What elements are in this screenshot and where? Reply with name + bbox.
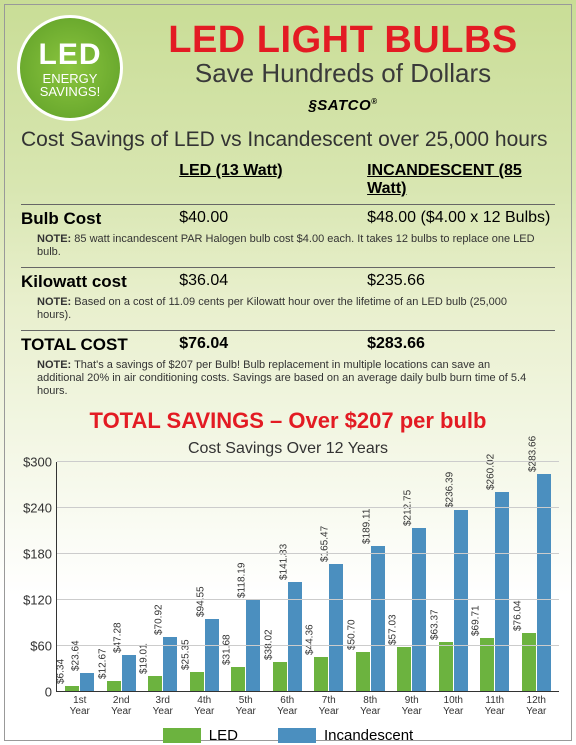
- x-label: 8thYear: [350, 692, 392, 717]
- bar-group: $63.37$236.39: [433, 510, 475, 691]
- bar-group: $12.67$47.28: [101, 655, 143, 691]
- x-label: 10thYear: [433, 692, 475, 717]
- col-header-led: LED (13 Watt): [179, 162, 367, 198]
- bar-chart: 0$60$120$180$240$300 $6.34$23.64$12.67$4…: [17, 462, 559, 692]
- chart-title: Cost Savings Over 12 Years: [17, 440, 559, 458]
- table-row: Bulb Cost$40.00$48.00 ($4.00 x 12 Bulbs): [21, 204, 555, 231]
- x-label: 9thYear: [391, 692, 433, 717]
- x-label: 6thYear: [267, 692, 309, 717]
- bar-group: $50.70$189.11: [350, 546, 392, 691]
- page-title: LED LIGHT BULBS: [115, 19, 571, 62]
- total-savings: TOTAL SAVINGS – Over $207 per bulb: [5, 408, 571, 434]
- x-label: 2ndYear: [101, 692, 143, 717]
- led-badge: LED ENERGY SAVINGS!: [17, 15, 123, 121]
- y-axis: 0$60$120$180$240$300: [17, 462, 57, 692]
- legend-inc: Incandescent: [278, 727, 413, 744]
- badge-line3: SAVINGS!: [40, 85, 100, 98]
- bar-group: $69.71$260.02: [474, 492, 516, 691]
- table-note: NOTE: That's a savings of $207 per Bulb!…: [37, 359, 539, 398]
- x-label: 3rdYear: [142, 692, 184, 717]
- table-row: Kilowatt cost$36.04$235.66: [21, 267, 555, 294]
- table-note: NOTE: 85 watt incandescent PAR Halogen b…: [37, 233, 539, 259]
- table-row: TOTAL COST$76.04$283.66: [21, 330, 555, 357]
- col-header-inc: INCANDESCENT (85 Watt): [367, 162, 555, 198]
- section-title: Cost Savings of LED vs Incandescent over…: [21, 128, 555, 152]
- chart-legend: LED Incandescent: [17, 727, 559, 744]
- x-label: 12thYear: [516, 692, 558, 717]
- chart-bars: $6.34$23.64$12.67$47.28$19.01$70.92$25.3…: [57, 462, 559, 692]
- page-subtitle: Save Hundreds of Dollars: [115, 58, 571, 89]
- x-label: 4thYear: [184, 692, 226, 717]
- badge-line1: LED: [39, 38, 102, 72]
- legend-led: LED: [163, 727, 238, 744]
- bar-group: $44.36$165.47: [308, 564, 350, 691]
- bar-group: $25.35$94.55: [184, 619, 226, 691]
- x-label: 5thYear: [225, 692, 267, 717]
- cost-table: LED (13 Watt) INCANDESCENT (85 Watt) Bul…: [21, 160, 555, 398]
- x-label: 11thYear: [474, 692, 516, 717]
- x-label: 7thYear: [308, 692, 350, 717]
- x-axis: 1stYear2ndYear3rdYear4thYear5thYear6thYe…: [57, 692, 559, 717]
- bar-group: $6.34$23.64: [59, 673, 101, 691]
- brand-logo: §SATCO®: [115, 97, 571, 114]
- table-note: NOTE: Based on a cost of 11.09 cents per…: [37, 296, 539, 322]
- x-label: 1stYear: [59, 692, 101, 717]
